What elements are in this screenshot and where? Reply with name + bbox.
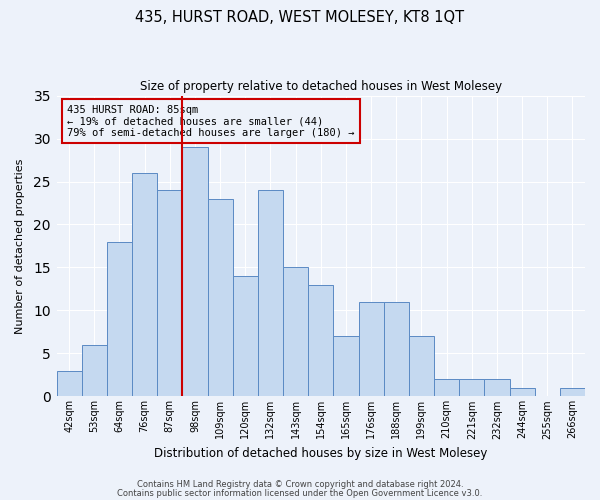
Bar [56, 370, 82, 396]
Bar [359, 302, 383, 396]
Text: Contains public sector information licensed under the Open Government Licence v3: Contains public sector information licen… [118, 488, 482, 498]
Bar [434, 379, 459, 396]
Bar [383, 302, 409, 396]
Bar [308, 284, 334, 397]
Bar [208, 198, 233, 396]
Bar [82, 345, 107, 397]
Bar [182, 147, 208, 396]
X-axis label: Distribution of detached houses by size in West Molesey: Distribution of detached houses by size … [154, 447, 487, 460]
Bar [334, 336, 359, 396]
Bar [283, 268, 308, 396]
Bar [157, 190, 182, 396]
Bar [509, 388, 535, 396]
Y-axis label: Number of detached properties: Number of detached properties [15, 158, 25, 334]
Bar [560, 388, 585, 396]
Text: 435, HURST ROAD, WEST MOLESEY, KT8 1QT: 435, HURST ROAD, WEST MOLESEY, KT8 1QT [136, 10, 464, 25]
Bar [233, 276, 258, 396]
Text: Contains HM Land Registry data © Crown copyright and database right 2024.: Contains HM Land Registry data © Crown c… [137, 480, 463, 489]
Bar [132, 173, 157, 396]
Bar [107, 242, 132, 396]
Text: 435 HURST ROAD: 85sqm
← 19% of detached houses are smaller (44)
79% of semi-deta: 435 HURST ROAD: 85sqm ← 19% of detached … [67, 104, 355, 138]
Bar [258, 190, 283, 396]
Title: Size of property relative to detached houses in West Molesey: Size of property relative to detached ho… [140, 80, 502, 93]
Bar [484, 379, 509, 396]
Bar [459, 379, 484, 396]
Bar [409, 336, 434, 396]
